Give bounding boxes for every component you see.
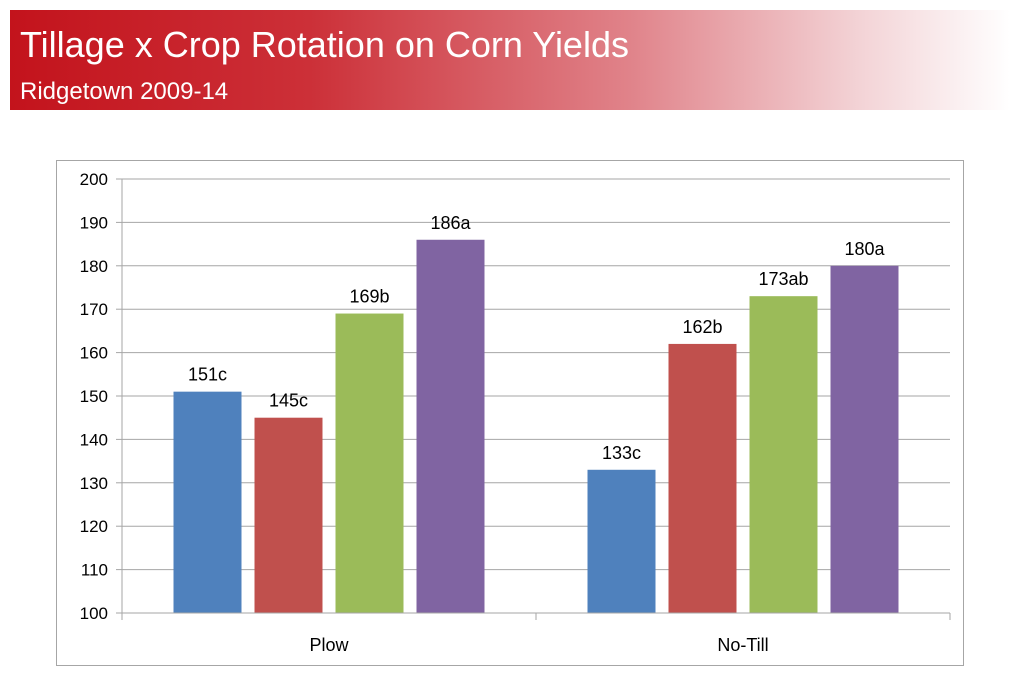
data-label: 180a [844,239,885,259]
y-tick-label: 110 [81,561,108,580]
bar [335,313,404,613]
page-title: Tillage x Crop Rotation on Corn Yields [20,24,629,65]
data-label: 133c [602,443,641,463]
x-category-label: Plow [309,635,349,655]
y-tick-label: 150 [80,387,108,406]
bar [254,417,323,613]
data-label: 162b [682,317,722,337]
bars [173,239,899,613]
data-labels: 151c 145c 169b 186a 133c 162b 173ab 180a [188,213,886,463]
data-label: 186a [430,213,471,233]
y-tick-label: 100 [80,604,108,623]
bar [749,296,818,613]
data-label: 169b [349,287,389,307]
bar [173,391,242,613]
y-tick-label: 130 [80,474,108,493]
grid-lines [122,178,950,614]
x-category-label: No-Till [717,635,768,655]
header-banner: Tillage x Crop Rotation on Corn Yields R… [10,10,1010,110]
axes: 100 110 120 130 140 150 160 170 180 190 200 Plow No-… [80,170,951,655]
y-tick-label: 200 [80,170,108,189]
bar [830,265,899,613]
y-tick-label: 190 [80,213,108,232]
bar [416,239,485,613]
y-tick-label: 160 [80,344,108,363]
y-tick-label: 140 [80,430,108,449]
bar [668,343,737,613]
data-label: 151c [188,365,227,385]
data-label: 173ab [758,269,808,289]
bar [587,469,656,613]
y-tick-label: 180 [80,257,108,276]
page-subtitle: Ridgetown 2009-14 [20,78,229,105]
y-tick-label: 120 [80,517,108,536]
data-label: 145c [269,391,308,411]
y-tick-label: 170 [80,300,108,319]
